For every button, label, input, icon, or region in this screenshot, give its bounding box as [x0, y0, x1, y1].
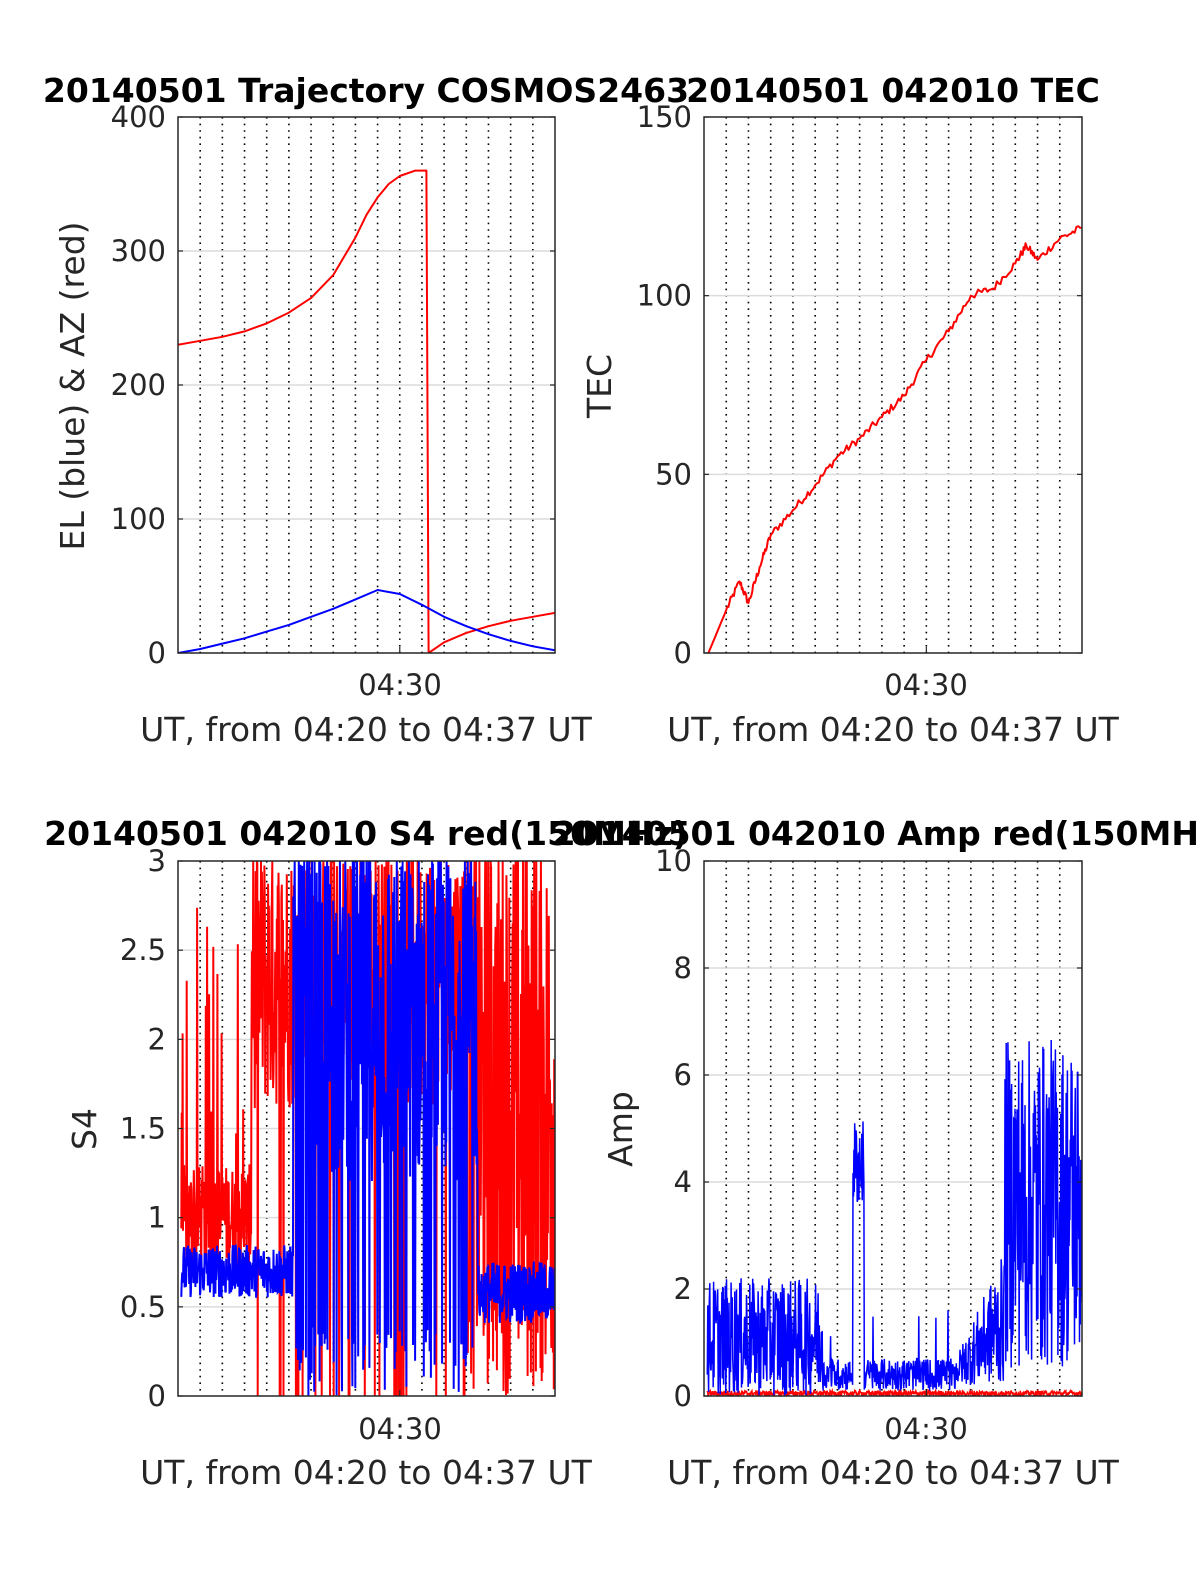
axes-box — [703, 860, 1083, 1397]
y-tick-label: 200 — [111, 368, 166, 402]
trajectory-grid — [178, 117, 555, 653]
y-tick-label: 1 — [148, 1201, 166, 1235]
y-tick-label: 0 — [148, 1379, 166, 1413]
series-group — [706, 1039, 1082, 1396]
y-tick-label: 0 — [674, 1379, 692, 1413]
y-tick-label: 10 — [655, 844, 692, 878]
amp-title: 20140501 042010 Amp red(150MHz) — [553, 814, 1200, 853]
y-tick-label: 50 — [655, 457, 692, 491]
tec-grid — [704, 117, 1082, 653]
y-tick-label: 1.5 — [120, 1112, 166, 1146]
y-tick-label: 8 — [674, 951, 692, 985]
blue-series-line — [178, 589, 555, 653]
tec-x-label: UT, from 04:20 to 04:37 UT — [667, 710, 1120, 749]
s4-title: 20140501 042010 S4 red(150MHz) — [44, 814, 688, 853]
trajectory-title: 20140501 Trajectory COSMOS2463 — [43, 71, 689, 110]
y-tick-label: 100 — [637, 279, 692, 313]
amp-y-ticks: 0 2 4 6 8 10 — [655, 844, 1082, 1413]
amp-x-tick: 04:30 — [884, 1412, 968, 1446]
s4-x-tick: 04:30 — [358, 1412, 442, 1446]
plot-background — [704, 117, 1082, 653]
trajectory-y-ticks: 0 100 200 300 400 — [111, 100, 555, 670]
y-tick-label: 2 — [148, 1022, 166, 1056]
s4-x-label: UT, from 04:20 to 04:37 UT — [140, 1453, 593, 1492]
red-series-line — [706, 1387, 1082, 1396]
y-tick-label: 0 — [674, 636, 692, 670]
series-group — [180, 861, 555, 1396]
amp-panel: 20140501 042010 Amp red(150MHz) 0246810 … — [553, 814, 1200, 1492]
y-tick-label: 6 — [674, 1058, 692, 1092]
trajectory-y-label: EL (blue) & AZ (red) — [53, 221, 92, 550]
trajectory-x-label: UT, from 04:20 to 04:37 UT — [140, 710, 593, 749]
red-series-line — [707, 225, 1082, 653]
amp-plot-area — [703, 860, 1083, 1397]
series-group — [178, 169, 555, 653]
amp-y-label: Amp — [601, 1091, 640, 1167]
blue-series-line — [180, 861, 555, 1396]
y-tick-label: 300 — [111, 234, 166, 268]
y-tick-label: 100 — [111, 502, 166, 536]
axes-box — [703, 116, 1083, 654]
amp-x-label: UT, from 04:20 to 04:37 UT — [667, 1453, 1120, 1492]
tec-panel: 20140501 042010 TEC 0 50 100 150 04:30 UT, … — [580, 71, 1120, 749]
y-tick-label: 400 — [111, 100, 166, 134]
y-tick-label: 3 — [148, 844, 166, 878]
trajectory-panel: 20140501 Trajectory COSMOS2463 0 100 200 30… — [43, 71, 689, 749]
s4-y-ticks: 0 0.5 1 1.5 2 2.5 3 — [120, 844, 555, 1413]
tec-y-ticks: 0 50 100 150 — [637, 100, 1082, 670]
series-group — [707, 225, 1082, 653]
y-tick-label: 150 — [637, 100, 692, 134]
trajectory-x-tick: 04:30 — [358, 668, 442, 702]
tec-x-tick: 04:30 — [884, 668, 968, 702]
y-tick-label: 2.5 — [120, 933, 166, 967]
tec-title: 20140501 042010 TEC — [686, 71, 1100, 110]
blue-series-line — [706, 1039, 1082, 1396]
y-tick-label: 0.5 — [120, 1290, 166, 1324]
s4-y-label: S4 — [65, 1108, 104, 1150]
y-tick-label: 2 — [674, 1272, 692, 1306]
y-tick-label: 4 — [674, 1165, 692, 1199]
y-tick-label: 0 — [148, 636, 166, 670]
tec-plot-area — [703, 116, 1083, 654]
tec-y-label: TEC — [580, 354, 619, 419]
s4-panel: 20140501 042010 S4 red(150MHz) 0 0.5 1 1.5 2… — [44, 814, 688, 1492]
